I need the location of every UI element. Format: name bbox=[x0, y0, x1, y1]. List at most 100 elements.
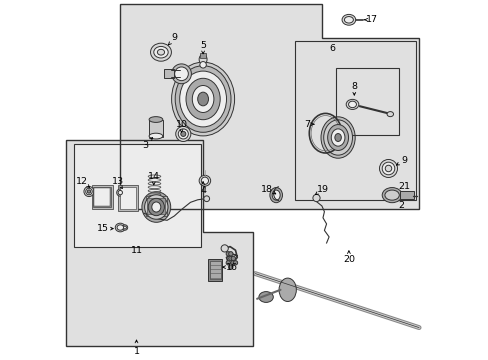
Ellipse shape bbox=[185, 78, 220, 120]
Text: 15: 15 bbox=[97, 224, 109, 233]
Text: 12: 12 bbox=[76, 177, 88, 186]
Ellipse shape bbox=[312, 194, 320, 202]
Ellipse shape bbox=[279, 278, 296, 302]
Circle shape bbox=[228, 252, 232, 256]
Text: 10: 10 bbox=[175, 120, 187, 129]
Bar bbox=[399, 191, 413, 199]
Ellipse shape bbox=[272, 190, 280, 200]
Ellipse shape bbox=[118, 190, 122, 195]
Ellipse shape bbox=[200, 62, 206, 68]
Bar bbox=[336, 68, 399, 135]
Text: 9: 9 bbox=[401, 156, 407, 165]
Ellipse shape bbox=[334, 134, 341, 141]
Ellipse shape bbox=[122, 225, 127, 230]
Ellipse shape bbox=[330, 129, 344, 146]
Ellipse shape bbox=[149, 133, 163, 139]
Text: 20: 20 bbox=[342, 256, 354, 264]
Ellipse shape bbox=[149, 117, 163, 122]
Text: 5: 5 bbox=[200, 41, 205, 50]
Ellipse shape bbox=[382, 162, 394, 175]
Bar bbox=[147, 198, 165, 214]
Bar bbox=[145, 196, 167, 216]
Circle shape bbox=[230, 261, 235, 265]
Ellipse shape bbox=[199, 175, 210, 186]
Circle shape bbox=[225, 261, 230, 265]
Text: 13: 13 bbox=[111, 177, 123, 186]
Ellipse shape bbox=[258, 292, 273, 302]
Ellipse shape bbox=[379, 159, 397, 177]
Text: 21: 21 bbox=[398, 182, 410, 191]
Text: 19: 19 bbox=[316, 185, 328, 194]
Ellipse shape bbox=[386, 112, 393, 117]
Bar bbox=[93, 187, 111, 207]
Bar bbox=[120, 187, 136, 209]
Bar bbox=[94, 188, 110, 206]
Circle shape bbox=[231, 256, 235, 261]
Text: 14: 14 bbox=[147, 172, 160, 181]
Circle shape bbox=[228, 256, 232, 261]
Ellipse shape bbox=[171, 62, 234, 136]
Bar bbox=[149, 120, 163, 137]
Ellipse shape bbox=[201, 177, 208, 184]
Text: 2: 2 bbox=[397, 201, 403, 210]
Ellipse shape bbox=[323, 120, 352, 155]
Ellipse shape bbox=[192, 86, 213, 113]
Ellipse shape bbox=[144, 195, 168, 219]
Text: 8: 8 bbox=[350, 82, 357, 91]
Ellipse shape bbox=[344, 17, 353, 23]
Ellipse shape bbox=[384, 190, 399, 200]
Ellipse shape bbox=[171, 64, 191, 84]
Text: 11: 11 bbox=[130, 246, 142, 255]
Ellipse shape bbox=[150, 43, 171, 61]
Ellipse shape bbox=[342, 14, 355, 25]
Bar bbox=[200, 53, 205, 58]
Bar bbox=[163, 69, 173, 78]
Circle shape bbox=[228, 265, 232, 269]
Ellipse shape bbox=[142, 192, 170, 222]
Ellipse shape bbox=[181, 131, 185, 136]
Text: 6: 6 bbox=[329, 44, 335, 53]
Bar bbox=[73, 144, 201, 247]
Ellipse shape bbox=[179, 71, 226, 127]
Text: 16: 16 bbox=[225, 263, 238, 272]
Bar bbox=[209, 261, 220, 279]
Ellipse shape bbox=[123, 226, 126, 229]
Circle shape bbox=[233, 261, 237, 265]
Ellipse shape bbox=[157, 49, 164, 55]
Ellipse shape bbox=[269, 188, 282, 203]
Ellipse shape bbox=[178, 129, 188, 139]
Text: 7: 7 bbox=[304, 120, 310, 129]
Ellipse shape bbox=[84, 186, 94, 197]
Ellipse shape bbox=[115, 223, 125, 232]
Ellipse shape bbox=[199, 54, 206, 64]
Ellipse shape bbox=[151, 202, 161, 212]
Circle shape bbox=[225, 252, 230, 256]
Bar bbox=[294, 41, 415, 200]
Ellipse shape bbox=[348, 101, 356, 108]
Polygon shape bbox=[120, 4, 418, 209]
Ellipse shape bbox=[174, 67, 188, 81]
Ellipse shape bbox=[87, 190, 90, 193]
Ellipse shape bbox=[148, 198, 164, 216]
Ellipse shape bbox=[153, 46, 168, 58]
Bar bbox=[208, 259, 222, 281]
Ellipse shape bbox=[117, 189, 123, 196]
Text: 9: 9 bbox=[171, 33, 177, 42]
Text: 1: 1 bbox=[133, 346, 139, 356]
Text: 18: 18 bbox=[261, 185, 273, 194]
Ellipse shape bbox=[117, 225, 123, 230]
Polygon shape bbox=[66, 140, 253, 346]
Text: 17: 17 bbox=[366, 15, 378, 24]
Circle shape bbox=[203, 196, 209, 202]
Text: 3: 3 bbox=[142, 141, 148, 150]
Bar bbox=[73, 144, 201, 247]
Ellipse shape bbox=[382, 188, 401, 203]
Ellipse shape bbox=[85, 188, 92, 195]
Ellipse shape bbox=[197, 92, 208, 106]
Ellipse shape bbox=[327, 125, 348, 150]
Bar bbox=[91, 185, 113, 209]
Bar bbox=[118, 185, 137, 211]
Ellipse shape bbox=[346, 99, 358, 109]
Ellipse shape bbox=[320, 117, 354, 158]
Ellipse shape bbox=[385, 165, 391, 172]
